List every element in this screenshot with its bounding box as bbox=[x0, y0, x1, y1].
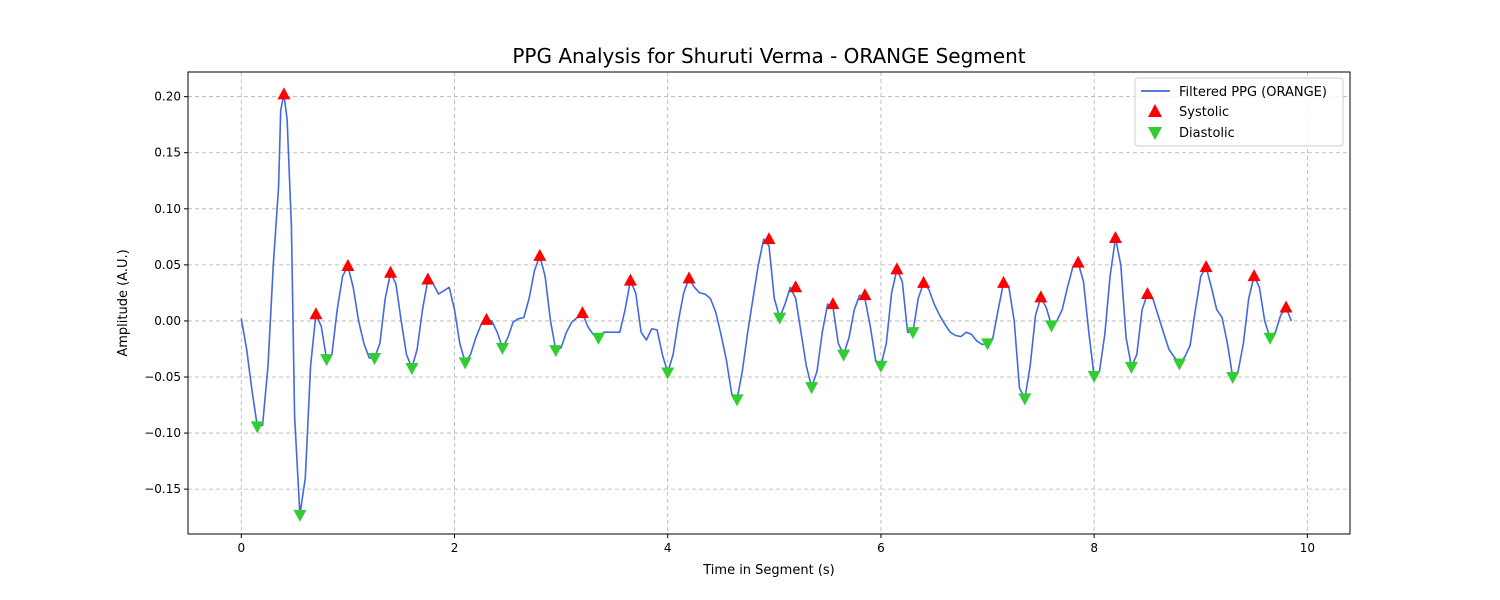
systolic-marker bbox=[858, 288, 872, 301]
diastolic-marker bbox=[1124, 361, 1138, 374]
diastolic-marker bbox=[773, 312, 787, 325]
plot-series bbox=[240, 87, 1293, 522]
systolic-marker bbox=[479, 312, 493, 325]
diastolic-marker bbox=[405, 363, 419, 376]
systolic-marker bbox=[682, 271, 696, 284]
diastolic-marker bbox=[1226, 372, 1240, 385]
y-tick-label: −0.10 bbox=[144, 426, 181, 440]
systolic-marker bbox=[1199, 260, 1213, 273]
y-tick-label: 0.20 bbox=[154, 90, 181, 104]
systolic-marker bbox=[890, 262, 904, 275]
systolic-marker bbox=[789, 280, 803, 293]
diastolic-marker bbox=[495, 342, 509, 355]
diastolic-marker bbox=[1172, 358, 1186, 371]
x-tick-label: 8 bbox=[1090, 541, 1098, 555]
diastolic-marker bbox=[874, 360, 888, 373]
x-axis-label: Time in Segment (s) bbox=[702, 563, 834, 578]
legend-label-filtered: Filtered PPG (ORANGE) bbox=[1179, 85, 1327, 100]
plot-frame bbox=[187, 71, 1351, 535]
systolic-marker bbox=[762, 232, 776, 245]
diastolic-marker bbox=[661, 367, 675, 380]
systolic-marker bbox=[826, 297, 840, 310]
legend-box bbox=[1134, 77, 1344, 147]
x-tick-label: 10 bbox=[1300, 541, 1315, 555]
y-tick-label: 0.05 bbox=[154, 258, 181, 272]
legend-label-diastolic: Diastolic bbox=[1179, 126, 1235, 141]
diastolic-marker bbox=[1018, 393, 1032, 406]
systolic-marker bbox=[623, 273, 637, 286]
diastolic-marker bbox=[591, 332, 605, 345]
legend-diastolic-swatch bbox=[1148, 127, 1162, 140]
x-tick-label: 6 bbox=[877, 541, 885, 555]
systolic-marker bbox=[1140, 287, 1154, 300]
systolic-marker bbox=[1279, 300, 1293, 313]
diastolic-marker bbox=[730, 394, 744, 407]
legend-systolic-swatch bbox=[1148, 104, 1162, 117]
systolic-marker bbox=[575, 306, 589, 319]
systolic-marker bbox=[1247, 269, 1261, 282]
x-tick-label: 4 bbox=[664, 541, 672, 555]
systolic-marker bbox=[421, 272, 435, 285]
diastolic-marker bbox=[320, 354, 334, 367]
systolic-marker bbox=[533, 248, 547, 261]
systolic-marker bbox=[341, 258, 355, 271]
systolic-marker bbox=[384, 265, 398, 278]
y-tick-label: 0.00 bbox=[154, 314, 181, 328]
legend: Filtered PPG (ORANGE) Systolic Diastolic bbox=[1134, 77, 1344, 147]
diastolic-marker bbox=[1045, 320, 1059, 333]
systolic-marker bbox=[309, 307, 323, 320]
ppg-signal-line bbox=[240, 93, 1293, 516]
diastolic-marker bbox=[368, 352, 382, 365]
y-tick-label: 0.15 bbox=[154, 146, 181, 160]
systolic-marker bbox=[277, 87, 291, 100]
y-tick-label: −0.15 bbox=[144, 482, 181, 496]
y-axis-label: Amplitude (A.U.) bbox=[116, 249, 131, 356]
systolic-marker bbox=[917, 275, 931, 288]
legend-label-systolic: Systolic bbox=[1179, 105, 1229, 120]
diastolic-marker bbox=[250, 421, 264, 434]
diastolic-marker bbox=[805, 382, 819, 395]
chart-title: PPG Analysis for Shuruti Verma - ORANGE … bbox=[512, 44, 1025, 68]
x-tick-label: 2 bbox=[451, 541, 459, 555]
y-tick-label: 0.10 bbox=[154, 202, 181, 216]
diastolic-marker bbox=[906, 327, 920, 340]
diastolic-marker bbox=[1263, 332, 1277, 345]
systolic-marker bbox=[997, 275, 1011, 288]
systolic-marker bbox=[1034, 290, 1048, 303]
diastolic-marker bbox=[837, 349, 851, 362]
systolic-marker bbox=[1071, 255, 1085, 268]
diastolic-marker bbox=[458, 357, 472, 370]
diastolic-marker bbox=[549, 345, 563, 358]
y-axis-ticks: −0.15 −0.10 −0.05 0.00 0.05 0.10 0.15 0.20 bbox=[144, 90, 188, 496]
x-axis-ticks: 0 2 4 6 8 10 bbox=[237, 534, 1315, 555]
systolic-marker bbox=[1108, 230, 1122, 243]
diastolic-marker bbox=[1087, 370, 1101, 383]
x-tick-label: 0 bbox=[237, 541, 245, 555]
diastolic-marker bbox=[981, 338, 995, 351]
diastolic-marker bbox=[293, 509, 307, 522]
y-tick-label: −0.05 bbox=[144, 370, 181, 384]
